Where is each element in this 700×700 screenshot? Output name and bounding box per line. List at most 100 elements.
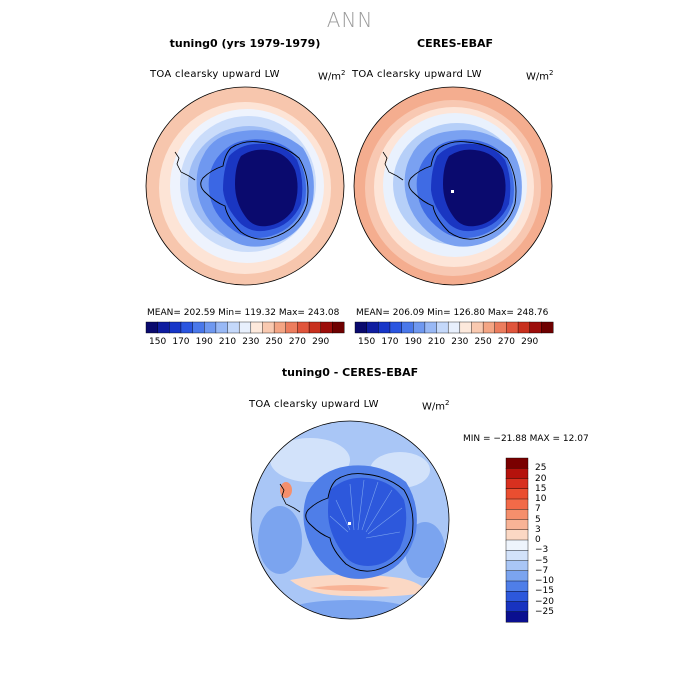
colorbar-swatch xyxy=(192,321,205,334)
diff-colorbar-label: 0 xyxy=(535,535,541,545)
colorbar-swatch xyxy=(169,321,182,334)
diff-colorbar-label: 10 xyxy=(535,494,547,504)
colorbar-swatch xyxy=(459,321,472,334)
colorbar-swatch xyxy=(250,321,263,334)
colorbar-tick-label: 210 xyxy=(218,337,237,347)
diff-colorbar-label: −15 xyxy=(535,586,554,597)
diff-colorbar-swatch xyxy=(505,498,529,510)
diff-colorbar-swatch xyxy=(505,591,529,603)
colorbar-swatch xyxy=(447,321,461,334)
colorbar-swatch xyxy=(482,321,496,334)
diff-colorbar-swatch xyxy=(505,570,529,582)
diff-colorbar-swatch xyxy=(505,550,529,562)
colorbar-tick-label: 250 xyxy=(265,337,283,347)
diff-polar-map xyxy=(250,420,450,620)
diff-colorbar-swatch xyxy=(505,519,529,531)
panel-1-units: W/m2 xyxy=(318,69,346,83)
diff-minmax: MIN = −21.88 MAX = 12.07 xyxy=(463,434,589,444)
colorbar-swatch xyxy=(332,321,345,334)
colorbar-tick-label: 270 xyxy=(497,337,515,347)
panel-2-units: W/m2 xyxy=(526,69,554,83)
colorbar-swatch xyxy=(157,321,170,334)
colorbar-swatch xyxy=(366,321,379,334)
colorbar-swatch xyxy=(529,321,542,334)
panel-2-polar-map xyxy=(353,86,553,286)
panel-2-colorbar-ticks: 150 170 190 210 230 250 270 290 xyxy=(355,337,553,349)
colorbar-swatch xyxy=(506,321,519,334)
colorbar-tick-label: 210 xyxy=(427,337,446,347)
diff-colorbar-label: 25 xyxy=(535,463,547,474)
diff-colorbar-label: 15 xyxy=(535,483,547,494)
diff-colorbar-swatch xyxy=(505,580,529,592)
diff-colorbar-swatch xyxy=(505,488,529,500)
panel-2-field-label: TOA clearsky upward LW xyxy=(352,69,482,80)
diff-units: W/m2 xyxy=(422,399,450,413)
diff-colorbar-labels: 25 20 15 10 7 5 3 0 −3 −5 −7 −10 −15 −20 −25 xyxy=(535,458,565,622)
colorbar-swatch xyxy=(436,321,449,334)
diff-colorbar-label: 5 xyxy=(535,514,541,525)
colorbar-swatch xyxy=(308,321,322,334)
colorbar-swatch xyxy=(541,321,554,334)
diff-colorbar-label: −5 xyxy=(535,555,549,566)
panel-1-stats: MEAN= 202.59 Min= 119.32 Max= 243.08 xyxy=(147,308,340,318)
colorbar-swatch xyxy=(297,321,310,334)
colorbar-swatch xyxy=(238,321,252,334)
figure-title: ANN xyxy=(326,8,374,32)
colorbar-swatch xyxy=(215,321,229,334)
diff-colorbar-swatch xyxy=(505,478,529,490)
diff-colorbar-swatch xyxy=(505,457,529,469)
diff-colorbar-swatch xyxy=(505,468,529,480)
diff-colorbar-swatch xyxy=(505,560,529,572)
colorbar-swatch xyxy=(424,321,438,334)
colorbar-swatch xyxy=(204,321,217,334)
diff-colorbar-swatch xyxy=(505,529,529,541)
colorbar-tick-label: 270 xyxy=(288,337,306,347)
colorbar-swatch xyxy=(273,321,287,334)
diff-colorbar-label: −25 xyxy=(535,606,554,617)
panel-1-polar-map xyxy=(145,86,345,286)
colorbar-swatch xyxy=(320,321,333,334)
colorbar-tick-label: 290 xyxy=(312,337,330,347)
colorbar-swatch xyxy=(227,321,240,334)
panel-1-title: tuning0 (yrs 1979-1979) xyxy=(169,37,321,50)
colorbar-tick-label: 290 xyxy=(521,337,539,347)
diff-colorbar-swatch xyxy=(505,509,529,521)
colorbar-swatch xyxy=(471,321,484,334)
colorbar-swatch xyxy=(413,321,426,334)
colorbar-swatch xyxy=(401,321,414,334)
diff-colorbar-label: −7 xyxy=(535,565,549,576)
colorbar-tick-label: 230 xyxy=(242,337,260,347)
diff-colorbar-label: −10 xyxy=(535,576,554,586)
colorbar-tick-label: 230 xyxy=(451,337,469,347)
colorbar-swatch xyxy=(389,321,403,334)
top-colorbar xyxy=(145,321,554,334)
diff-colorbar-swatch xyxy=(505,539,529,551)
colorbar-tick-label: 190 xyxy=(404,337,422,347)
colorbar-swatch xyxy=(145,321,159,334)
diff-colorbar-label: −20 xyxy=(535,596,554,607)
colorbar-swatch xyxy=(285,321,298,334)
colorbar-tick-label: 170 xyxy=(381,337,399,347)
colorbar-swatch xyxy=(354,321,368,334)
diff-colorbar-label: 20 xyxy=(535,473,547,484)
colorbar-swatch xyxy=(180,321,194,334)
colorbar-swatch xyxy=(517,321,531,334)
diff-colorbar-swatch xyxy=(505,611,529,623)
colorbar-tick-label: 190 xyxy=(195,337,213,347)
diff-colorbar-label: 3 xyxy=(535,524,541,535)
panel-2-title: CERES-EBAF xyxy=(417,37,493,50)
panel-1-field-label: TOA clearsky upward LW xyxy=(150,69,280,80)
colorbar-tick-label: 150 xyxy=(358,337,376,347)
panel-2-stats: MEAN= 206.09 Min= 126.80 Max= 248.76 xyxy=(356,308,549,318)
colorbar-tick-label: 150 xyxy=(149,337,167,347)
colorbar-tick-label: 170 xyxy=(172,337,190,347)
diff-colorbar-swatch xyxy=(505,601,529,613)
colorbar-swatch xyxy=(262,321,275,334)
panel-1-colorbar-ticks: 150 170 190 210 230 250 270 290 xyxy=(146,337,344,349)
diff-colorbar xyxy=(505,457,529,623)
colorbar-swatch xyxy=(378,321,391,334)
colorbar-tick-label: 250 xyxy=(474,337,492,347)
diff-colorbar-label: 7 xyxy=(535,504,541,515)
diff-title: tuning0 - CERES-EBAF xyxy=(281,366,419,379)
diff-colorbar-label: −3 xyxy=(535,545,549,556)
